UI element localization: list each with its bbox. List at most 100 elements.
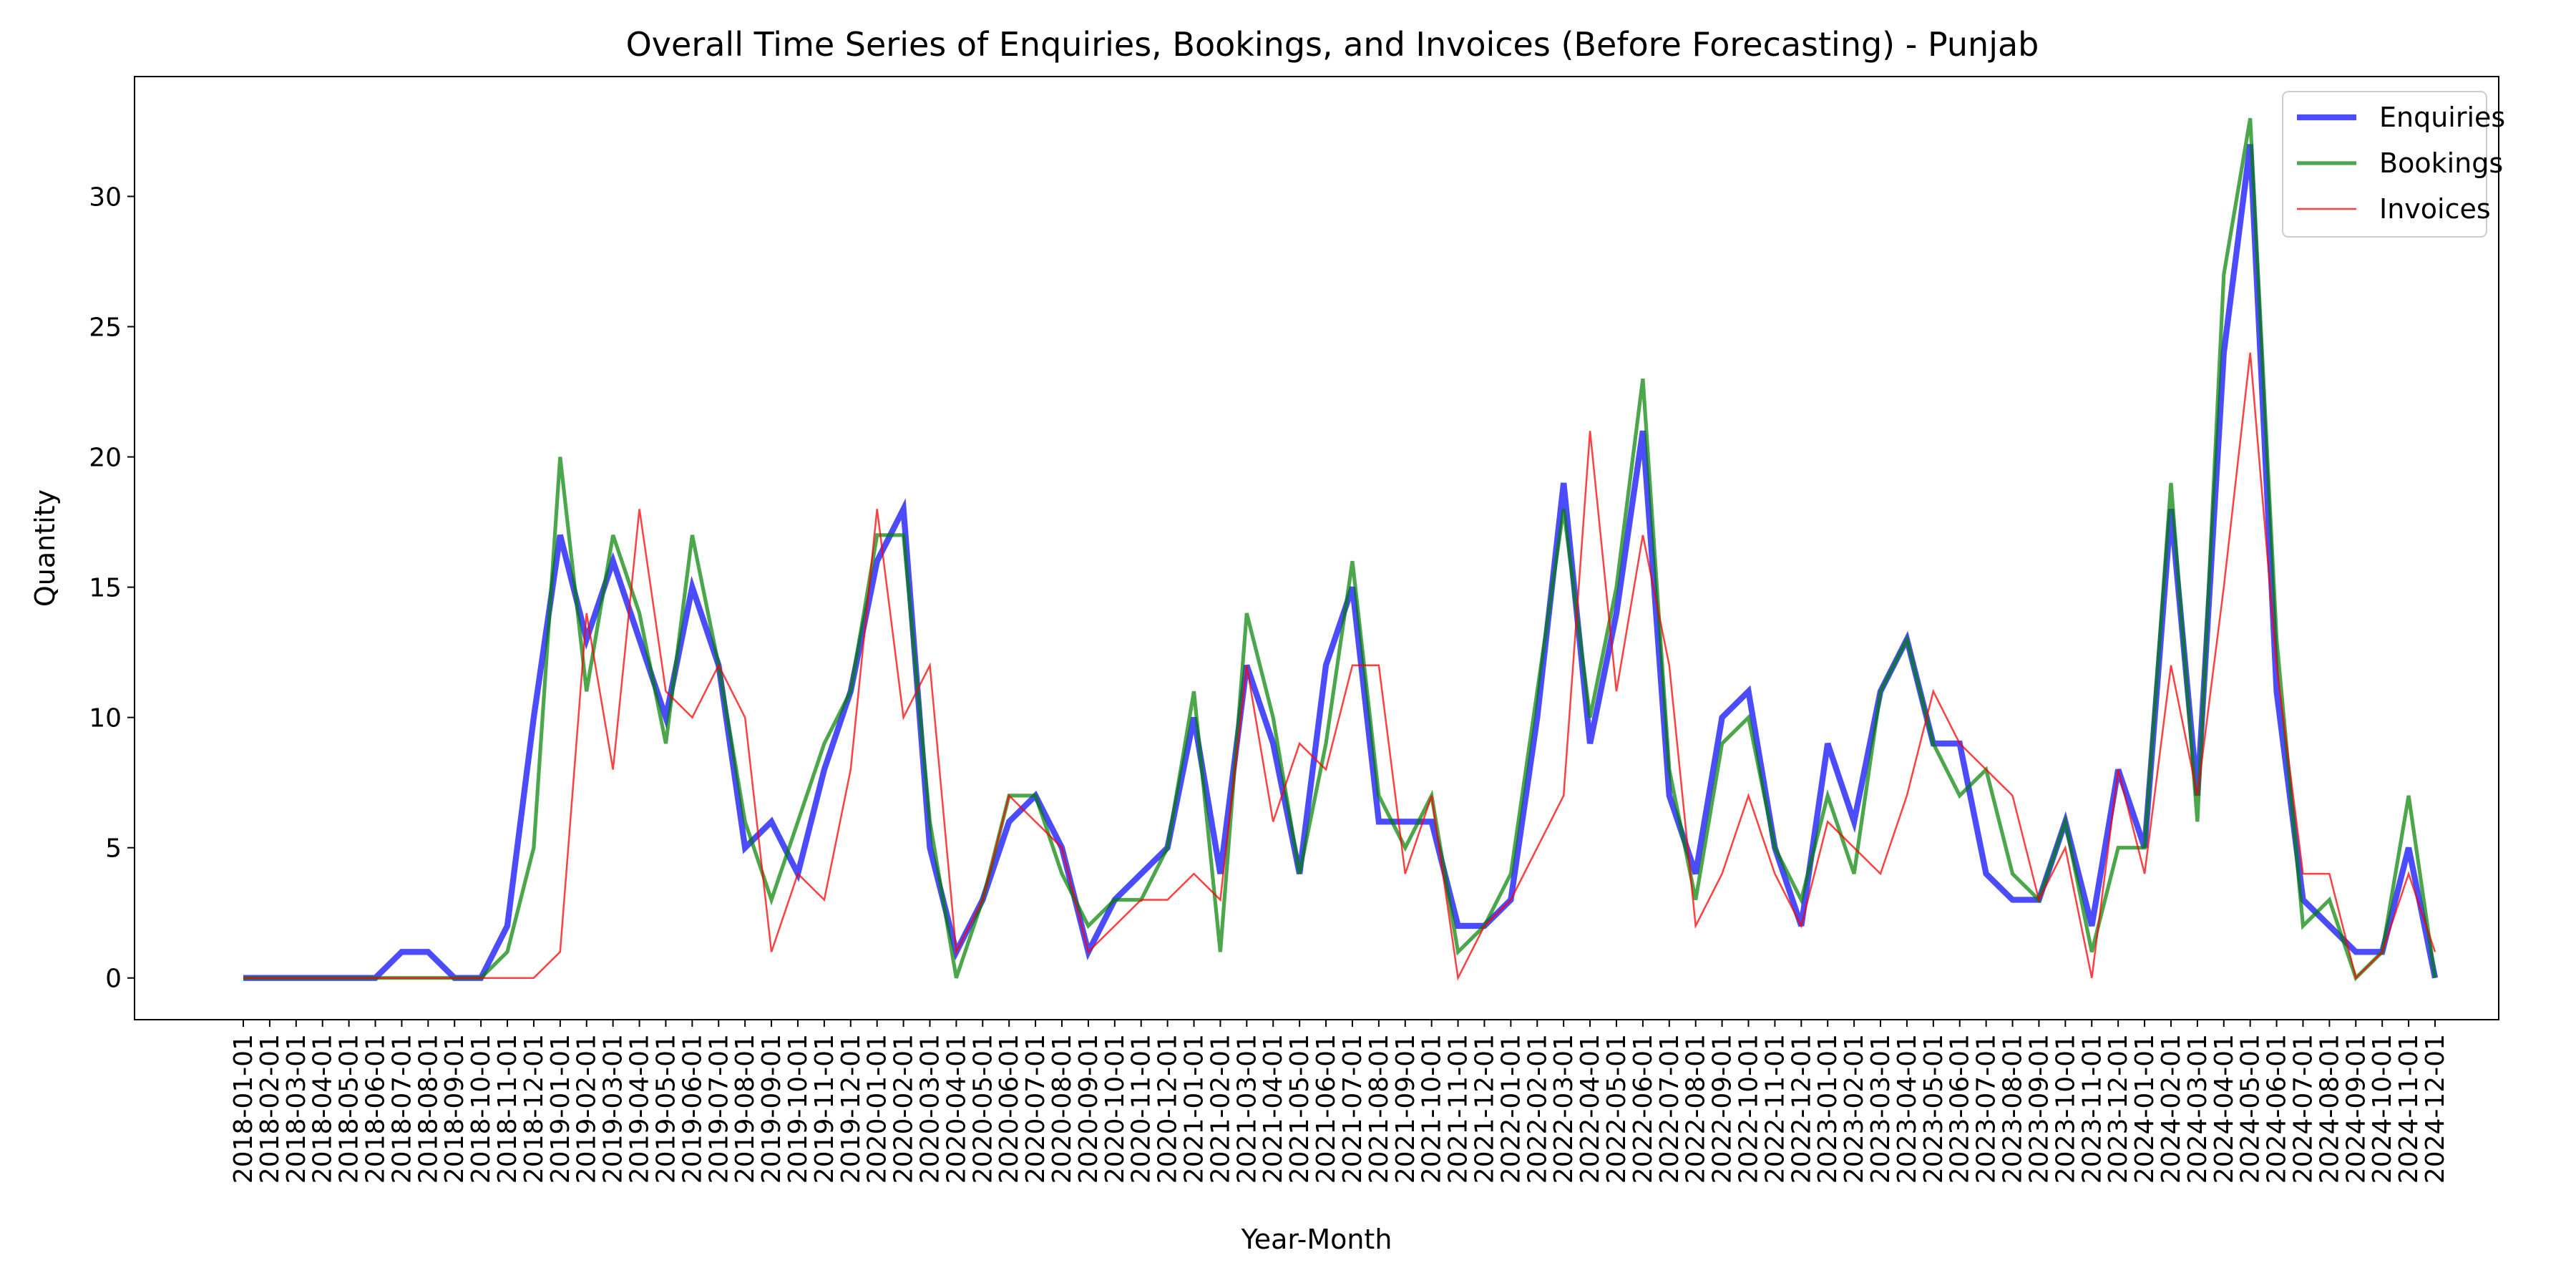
x-tick-label: 2023-08-01 xyxy=(1999,1034,2028,1184)
x-tick-label: 2019-07-01 xyxy=(704,1034,733,1184)
x-tick-label: 2020-03-01 xyxy=(915,1034,945,1184)
x-tick-label: 2020-11-01 xyxy=(1127,1034,1156,1184)
x-tick-label: 2023-05-01 xyxy=(1919,1034,1948,1184)
x-tick-label: 2022-05-01 xyxy=(1602,1034,1631,1184)
x-tick-label: 2019-12-01 xyxy=(836,1034,866,1184)
y-tick-label: 5 xyxy=(105,834,122,864)
x-tick-label: 2020-02-01 xyxy=(889,1034,919,1184)
x-tick-label: 2018-08-01 xyxy=(414,1034,443,1184)
x-tick-label: 2018-09-01 xyxy=(440,1034,469,1184)
x-tick-label: 2022-11-01 xyxy=(1760,1034,1790,1184)
x-tick-label: 2021-01-01 xyxy=(1180,1034,1209,1184)
x-tick-label: 2024-10-01 xyxy=(2368,1034,2397,1184)
x-tick-label: 2021-05-01 xyxy=(1285,1034,1314,1184)
x-tick-label: 2024-12-01 xyxy=(2421,1034,2450,1184)
x-tick-label: 2023-12-01 xyxy=(2104,1034,2133,1184)
plot-frame xyxy=(134,76,2499,1020)
y-tick-label: 0 xyxy=(105,965,122,994)
legend-label-invoices: Invoices xyxy=(2379,193,2491,225)
x-tick-label: 2024-05-01 xyxy=(2236,1034,2265,1184)
x-tick-label: 2023-09-01 xyxy=(2024,1034,2054,1184)
x-tick-label: 2020-09-01 xyxy=(1074,1034,1103,1184)
x-tick-label: 2022-10-01 xyxy=(1735,1034,1764,1184)
legend-label-bookings: Bookings xyxy=(2379,147,2503,179)
x-tick-label: 2023-06-01 xyxy=(1946,1034,1975,1184)
x-tick-label: 2018-07-01 xyxy=(387,1034,416,1184)
x-tick-label: 2024-09-01 xyxy=(2341,1034,2371,1184)
x-tick-label: 2024-02-01 xyxy=(2157,1034,2186,1184)
x-tick-label: 2018-03-01 xyxy=(282,1034,311,1184)
x-tick-label: 2022-03-01 xyxy=(1549,1034,1579,1184)
x-tick-label: 2020-06-01 xyxy=(995,1034,1024,1184)
x-tick-label: 2018-02-01 xyxy=(255,1034,285,1184)
x-tick-label: 2024-11-01 xyxy=(2394,1034,2424,1184)
x-tick-label: 2023-03-01 xyxy=(1866,1034,1896,1184)
x-tick-label: 2021-03-01 xyxy=(1232,1034,1262,1184)
x-tick-label: 2022-04-01 xyxy=(1576,1034,1605,1184)
x-tick-label: 2019-01-01 xyxy=(546,1034,575,1184)
x-tick-label: 2019-10-01 xyxy=(784,1034,813,1184)
x-tick-label: 2018-11-01 xyxy=(493,1034,522,1184)
x-tick-label: 2024-06-01 xyxy=(2263,1034,2292,1184)
x-tick-label: 2021-07-01 xyxy=(1338,1034,1367,1184)
x-tick-label: 2018-01-01 xyxy=(229,1034,258,1184)
x-tick-label: 2018-10-01 xyxy=(467,1034,496,1184)
x-tick-label: 2020-04-01 xyxy=(942,1034,971,1184)
x-tick-label: 2024-01-01 xyxy=(2130,1034,2160,1184)
x-tick-label: 2021-09-01 xyxy=(1391,1034,1420,1184)
y-tick-label: 30 xyxy=(89,182,122,212)
legend-label-enquiries: Enquiries xyxy=(2379,102,2505,133)
x-tick-label: 2018-04-01 xyxy=(308,1034,338,1184)
y-tick-label: 15 xyxy=(89,574,122,603)
x-tick-label: 2021-04-01 xyxy=(1259,1034,1288,1184)
x-tick-label: 2019-09-01 xyxy=(757,1034,786,1184)
x-tick-label: 2021-08-01 xyxy=(1365,1034,1394,1184)
x-tick-label: 2020-12-01 xyxy=(1153,1034,1183,1184)
x-tick-label: 2019-06-01 xyxy=(678,1034,707,1184)
x-tick-label: 2021-02-01 xyxy=(1206,1034,1235,1184)
x-tick-label: 2020-01-01 xyxy=(863,1034,892,1184)
x-axis: 2018-01-012018-02-012018-03-012018-04-01… xyxy=(229,1020,2450,1184)
x-tick-label: 2022-02-01 xyxy=(1523,1034,1552,1184)
x-tick-label: 2022-08-01 xyxy=(1682,1034,1711,1184)
x-tick-label: 2024-07-01 xyxy=(2288,1034,2318,1184)
x-tick-label: 2020-08-01 xyxy=(1048,1034,1077,1184)
x-tick-label: 2021-10-01 xyxy=(1418,1034,1447,1184)
x-tick-label: 2022-12-01 xyxy=(1787,1034,1816,1184)
x-tick-label: 2018-06-01 xyxy=(361,1034,391,1184)
x-tick-label: 2020-10-01 xyxy=(1101,1034,1130,1184)
legend: Enquiries Bookings Invoices xyxy=(2282,91,2505,238)
x-tick-label: 2019-08-01 xyxy=(731,1034,760,1184)
x-tick-label: 2018-12-01 xyxy=(519,1034,549,1184)
x-tick-label: 2021-12-01 xyxy=(1470,1034,1499,1184)
x-tick-label: 2023-04-01 xyxy=(1893,1034,1922,1184)
x-tick-label: 2021-11-01 xyxy=(1444,1034,1473,1184)
x-tick-label: 2019-11-01 xyxy=(810,1034,839,1184)
x-tick-label: 2020-05-01 xyxy=(968,1034,997,1184)
x-tick-label: 2023-02-01 xyxy=(1840,1034,1869,1184)
x-tick-label: 2023-07-01 xyxy=(1972,1034,2001,1184)
x-tick-label: 2024-03-01 xyxy=(2183,1034,2212,1184)
x-tick-label: 2022-06-01 xyxy=(1629,1034,1658,1184)
x-tick-label: 2019-03-01 xyxy=(599,1034,628,1184)
plot-area xyxy=(243,117,2439,982)
series-line-invoices xyxy=(243,352,2436,981)
y-tick-label: 10 xyxy=(89,704,122,733)
x-tick-label: 2019-04-01 xyxy=(625,1034,655,1184)
x-tick-label: 2023-11-01 xyxy=(2077,1034,2107,1184)
x-tick-label: 2019-05-01 xyxy=(651,1034,680,1184)
x-tick-label: 2023-01-01 xyxy=(1813,1034,1843,1184)
y-axis: 0 5 10 15 20 25 30 xyxy=(89,182,135,994)
x-tick-label: 2021-06-01 xyxy=(1312,1034,1341,1184)
y-tick-label: 20 xyxy=(89,444,122,473)
x-tick-label: 2022-07-01 xyxy=(1655,1034,1684,1184)
x-tick-label: 2022-09-01 xyxy=(1708,1034,1737,1184)
x-tick-label: 2022-01-01 xyxy=(1496,1034,1526,1184)
legend-box xyxy=(2282,91,2487,238)
x-tick-label: 2019-02-01 xyxy=(572,1034,602,1184)
chart-title: Overall Time Series of Enquiries, Bookin… xyxy=(626,25,2039,64)
x-tick-label: 2024-04-01 xyxy=(2210,1034,2239,1184)
series-line-bookings xyxy=(243,117,2437,982)
